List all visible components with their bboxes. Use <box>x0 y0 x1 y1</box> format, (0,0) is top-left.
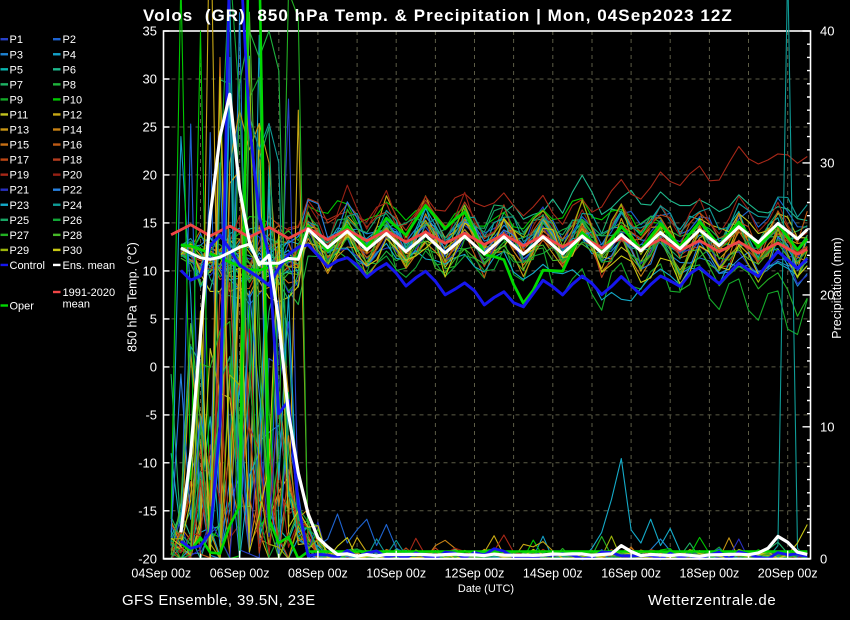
svg-text:P12: P12 <box>63 109 83 121</box>
svg-text:P2: P2 <box>63 34 76 46</box>
svg-text:Oper: Oper <box>10 301 35 313</box>
svg-text:P15: P15 <box>10 140 30 152</box>
svg-text:P10: P10 <box>63 94 83 106</box>
svg-text:P18: P18 <box>63 155 83 167</box>
svg-text:10Sep 00z: 10Sep 00z <box>366 567 426 581</box>
svg-text:16Sep 00z: 16Sep 00z <box>601 567 661 581</box>
svg-text:06Sep 00z: 06Sep 00z <box>210 567 270 581</box>
svg-text:Wetterzentrale.de: Wetterzentrale.de <box>648 592 776 609</box>
svg-text:Precipitation (mm): Precipitation (mm) <box>830 237 844 338</box>
svg-text:10: 10 <box>143 263 157 278</box>
svg-text:12Sep 00z: 12Sep 00z <box>445 567 505 581</box>
svg-text:P14: P14 <box>63 125 83 137</box>
svg-text:GFS Ensemble, 39.5N, 23E: GFS Ensemble, 39.5N, 23E <box>122 592 316 609</box>
svg-text:P6: P6 <box>63 64 76 76</box>
svg-text:P24: P24 <box>63 200 83 212</box>
svg-text:P29: P29 <box>10 245 30 257</box>
svg-text:-5: -5 <box>145 407 157 422</box>
svg-text:40: 40 <box>820 24 834 39</box>
svg-text:0: 0 <box>820 551 827 566</box>
svg-text:P13: P13 <box>10 125 30 137</box>
svg-text:08Sep 00z: 08Sep 00z <box>288 567 348 581</box>
svg-text:35: 35 <box>143 24 157 39</box>
svg-text:P1: P1 <box>10 34 23 46</box>
svg-text:-20: -20 <box>138 551 157 566</box>
svg-text:Date (UTC): Date (UTC) <box>458 583 514 595</box>
svg-text:04Sep 00z: 04Sep 00z <box>131 567 191 581</box>
svg-text:30: 30 <box>143 71 157 86</box>
svg-text:850 hPa Temp. (°C): 850 hPa Temp. (°C) <box>126 242 140 352</box>
svg-text:P28: P28 <box>63 230 83 242</box>
svg-text:P22: P22 <box>63 185 83 197</box>
svg-text:P26: P26 <box>63 215 83 227</box>
svg-text:20Sep 00z: 20Sep 00z <box>758 567 818 581</box>
svg-text:P8: P8 <box>63 79 76 91</box>
svg-text:20: 20 <box>143 167 157 182</box>
svg-text:P23: P23 <box>10 200 30 212</box>
svg-text:0: 0 <box>150 359 157 374</box>
svg-text:Volos (GR) 850 hPa Temp. & P: Volos (GR) 850 hPa Temp. & Precipitation… <box>143 6 733 25</box>
svg-text:Ens. mean: Ens. mean <box>63 260 116 272</box>
svg-text:P20: P20 <box>63 170 83 182</box>
svg-text:1991-2020: 1991-2020 <box>63 287 116 299</box>
svg-text:10: 10 <box>820 419 834 434</box>
svg-text:P21: P21 <box>10 185 30 197</box>
svg-text:P5: P5 <box>10 64 23 76</box>
svg-text:P17: P17 <box>10 155 30 167</box>
svg-text:P30: P30 <box>63 245 83 257</box>
svg-text:P7: P7 <box>10 79 23 91</box>
svg-text:mean: mean <box>63 299 91 311</box>
svg-text:P19: P19 <box>10 170 30 182</box>
svg-text:P25: P25 <box>10 215 30 227</box>
svg-text:-10: -10 <box>138 455 157 470</box>
svg-text:-15: -15 <box>138 503 157 518</box>
svg-text:P4: P4 <box>63 49 76 61</box>
svg-text:P9: P9 <box>10 94 23 106</box>
svg-text:18Sep 00z: 18Sep 00z <box>680 567 740 581</box>
svg-text:25: 25 <box>143 119 157 134</box>
svg-text:P27: P27 <box>10 230 30 242</box>
svg-text:P3: P3 <box>10 49 23 61</box>
svg-text:30: 30 <box>820 155 834 170</box>
svg-text:P16: P16 <box>63 140 83 152</box>
svg-text:15: 15 <box>143 215 157 230</box>
svg-text:5: 5 <box>150 311 157 326</box>
svg-text:14Sep 00z: 14Sep 00z <box>523 567 583 581</box>
svg-text:P11: P11 <box>10 109 29 121</box>
svg-text:20: 20 <box>820 287 834 302</box>
svg-text:Control: Control <box>10 260 45 272</box>
